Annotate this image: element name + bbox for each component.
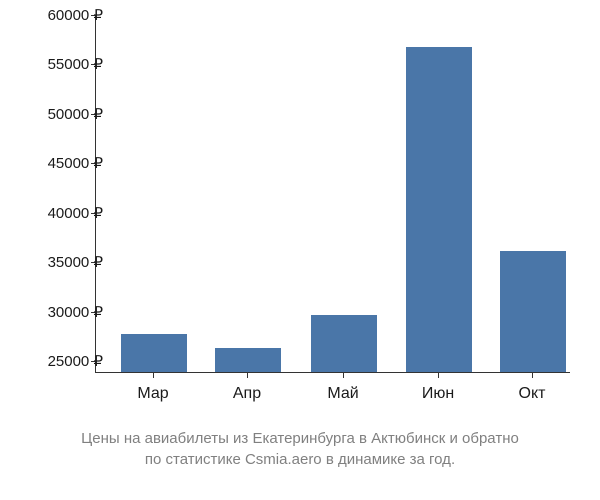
bar — [406, 47, 472, 372]
x-tick-label: Мар — [137, 385, 168, 403]
y-tick-label: 55000 ₽ — [48, 55, 103, 73]
x-tick-label: Апр — [233, 385, 261, 403]
x-tick-mark — [247, 373, 248, 378]
caption-line-1: Цены на авиабилеты из Екатеринбурга в Ак… — [0, 428, 600, 449]
y-tick-label: 60000 ₽ — [48, 6, 103, 24]
x-tick-label: Май — [327, 385, 358, 403]
x-tick-mark — [532, 373, 533, 378]
chart-container: МарАпрМайИюнОкт — [95, 15, 585, 395]
bar — [215, 348, 281, 372]
x-tick-mark — [438, 373, 439, 378]
x-tick-mark — [153, 373, 154, 378]
bar — [500, 251, 566, 372]
x-tick-label: Окт — [519, 385, 546, 403]
x-tick-mark — [343, 373, 344, 378]
bar — [121, 334, 187, 372]
plot-area — [95, 15, 570, 373]
y-tick-label: 50000 ₽ — [48, 105, 103, 123]
y-tick-label: 30000 ₽ — [48, 303, 103, 321]
y-tick-label: 35000 ₽ — [48, 253, 103, 271]
caption-line-2: по статистике Csmia.aero в динамике за г… — [0, 449, 600, 470]
y-tick-label: 25000 ₽ — [48, 352, 103, 370]
x-tick-label: Июн — [422, 385, 454, 403]
bar — [311, 315, 377, 372]
y-tick-label: 45000 ₽ — [48, 154, 103, 172]
y-tick-label: 40000 ₽ — [48, 204, 103, 222]
